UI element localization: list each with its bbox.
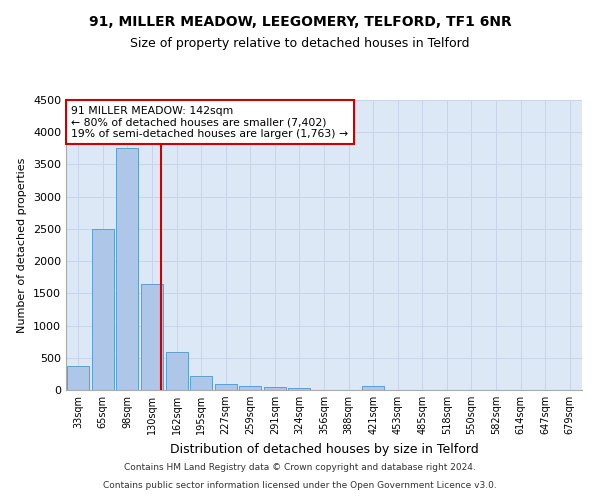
Text: 91, MILLER MEADOW, LEEGOMERY, TELFORD, TF1 6NR: 91, MILLER MEADOW, LEEGOMERY, TELFORD, T… [89,15,511,29]
Text: Size of property relative to detached houses in Telford: Size of property relative to detached ho… [130,38,470,51]
Y-axis label: Number of detached properties: Number of detached properties [17,158,28,332]
Bar [92,229,114,390]
Text: 91 MILLER MEADOW: 142sqm
← 80% of detached houses are smaller (7,402)
19% of sem: 91 MILLER MEADOW: 142sqm ← 80% of detach… [71,106,348,139]
Text: Contains HM Land Registry data © Crown copyright and database right 2024.: Contains HM Land Registry data © Crown c… [124,464,476,472]
Bar [67,366,89,390]
Bar [166,352,188,390]
Bar [289,388,310,390]
Bar [362,386,384,390]
Bar [215,384,237,390]
Bar [141,284,163,390]
Bar [116,148,139,390]
Text: Contains public sector information licensed under the Open Government Licence v3: Contains public sector information licen… [103,481,497,490]
Bar [264,388,286,390]
Bar [239,386,262,390]
X-axis label: Distribution of detached houses by size in Telford: Distribution of detached houses by size … [170,442,478,456]
Bar [190,376,212,390]
